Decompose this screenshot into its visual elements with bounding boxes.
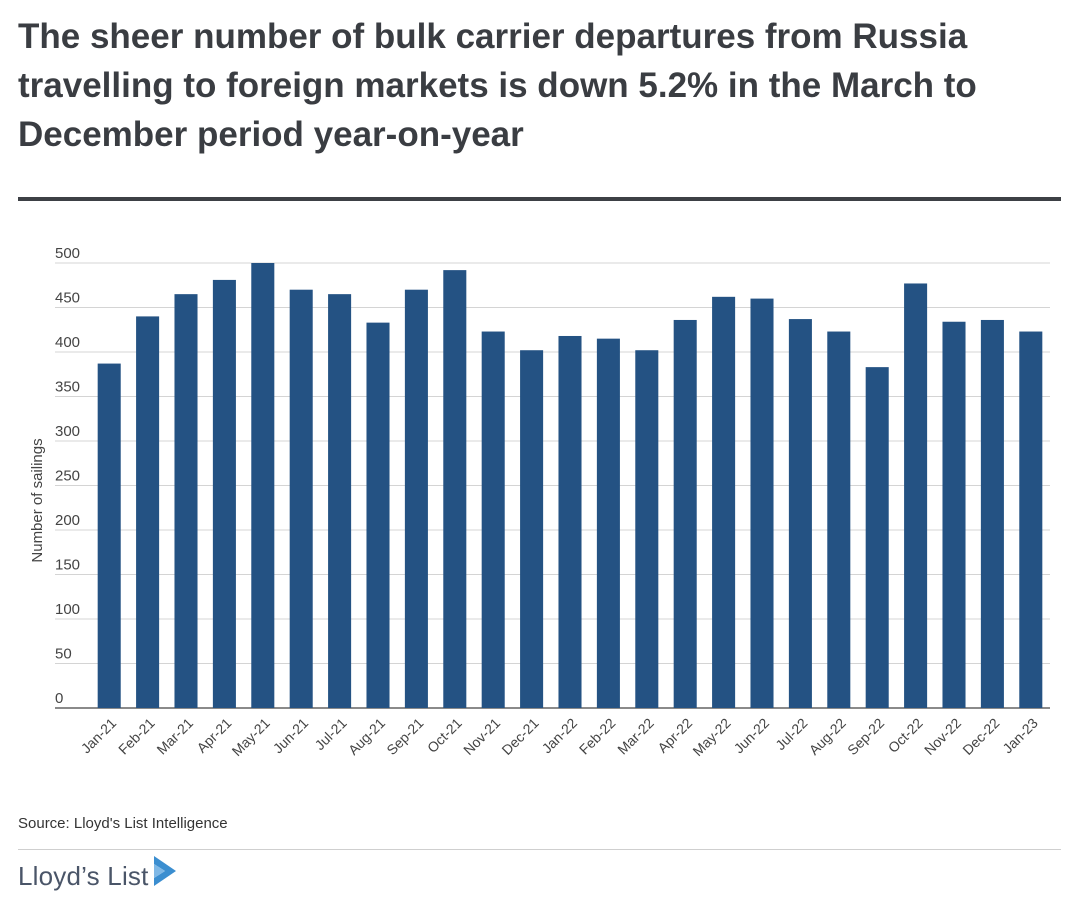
lloyds-list-logo: Lloyd’s List bbox=[18, 856, 178, 896]
chart-title: The sheer number of bulk carrier departu… bbox=[18, 17, 977, 154]
x-tick-label: Feb-21 bbox=[115, 715, 158, 758]
bar bbox=[788, 319, 812, 708]
x-tick-label: Jan-21 bbox=[78, 715, 120, 757]
x-tick-label: Oct-21 bbox=[424, 715, 465, 756]
y-tick-label: 350 bbox=[55, 379, 80, 396]
bar bbox=[366, 322, 390, 708]
x-tick-label: Dec-21 bbox=[498, 715, 541, 758]
gridlines bbox=[55, 262, 1050, 709]
bar-chart: 0 50 100 150 200 250 300 350 400 450 500 Number of… bbox=[29, 245, 1050, 759]
y-tick-label: 150 bbox=[55, 557, 80, 574]
y-axis-ticks: 0 50 100 150 200 250 300 350 400 450 500 bbox=[55, 245, 80, 707]
bar bbox=[520, 350, 544, 708]
y-tick-label: 300 bbox=[55, 423, 80, 440]
x-tick-label: Aug-21 bbox=[345, 715, 388, 758]
bar bbox=[558, 335, 582, 708]
x-tick-label: Nov-22 bbox=[921, 715, 964, 758]
source-note: Source: Lloyd's List Intelligence bbox=[18, 815, 228, 832]
bar bbox=[942, 321, 966, 708]
y-tick-label: 50 bbox=[55, 646, 72, 663]
x-tick-label: Jan-23 bbox=[999, 715, 1041, 757]
y-tick-label: 250 bbox=[55, 468, 80, 485]
logo-chevron-icon bbox=[153, 856, 176, 886]
x-tick-label: May-21 bbox=[229, 715, 273, 759]
x-tick-label: Feb-22 bbox=[576, 715, 619, 758]
x-tick-label: Oct-22 bbox=[885, 715, 926, 756]
x-tick-label: Sep-22 bbox=[844, 715, 887, 758]
x-tick-label: Aug-22 bbox=[806, 715, 849, 758]
bar bbox=[904, 283, 928, 708]
x-tick-label: Mar-21 bbox=[153, 715, 196, 758]
x-tick-label: Mar-22 bbox=[614, 715, 657, 758]
bar bbox=[174, 294, 198, 708]
y-tick-label: 400 bbox=[55, 334, 80, 351]
bar bbox=[596, 338, 620, 708]
bar bbox=[251, 263, 275, 708]
bar bbox=[865, 367, 889, 708]
y-tick-label: 450 bbox=[55, 290, 80, 307]
x-tick-label: Dec-22 bbox=[959, 715, 1002, 758]
bar bbox=[635, 350, 659, 708]
x-tick-label: Apr-22 bbox=[654, 715, 695, 756]
x-tick-label: Apr-21 bbox=[193, 715, 234, 756]
bar bbox=[289, 289, 313, 708]
x-tick-label: May-22 bbox=[689, 715, 733, 759]
y-tick-label: 200 bbox=[55, 512, 80, 529]
footer-divider bbox=[18, 849, 1061, 850]
bar bbox=[673, 319, 697, 708]
bar bbox=[328, 294, 352, 708]
bar bbox=[827, 331, 851, 708]
bar bbox=[1019, 331, 1043, 708]
bar bbox=[712, 296, 736, 708]
title-divider bbox=[18, 197, 1061, 201]
y-tick-label: 0 bbox=[55, 690, 63, 707]
y-tick-label: 100 bbox=[55, 601, 80, 618]
bar bbox=[750, 298, 774, 708]
bar bbox=[980, 319, 1004, 708]
x-tick-label: Jan-22 bbox=[539, 715, 581, 757]
x-tick-label: Jun-21 bbox=[270, 715, 312, 757]
y-tick-label: 500 bbox=[55, 245, 80, 262]
bar bbox=[443, 270, 467, 708]
bar bbox=[97, 363, 121, 708]
logo-wordmark: Lloyd’s List bbox=[18, 860, 149, 891]
bar bbox=[404, 289, 428, 708]
bar bbox=[481, 331, 505, 708]
x-tick-label: Nov-21 bbox=[460, 715, 503, 758]
bar bbox=[212, 279, 236, 708]
y-axis-label: Number of sailings bbox=[29, 438, 46, 562]
bar bbox=[136, 316, 160, 708]
bars bbox=[97, 263, 1043, 708]
x-tick-label: Jun-22 bbox=[731, 715, 773, 757]
x-tick-label: Sep-21 bbox=[383, 715, 426, 758]
